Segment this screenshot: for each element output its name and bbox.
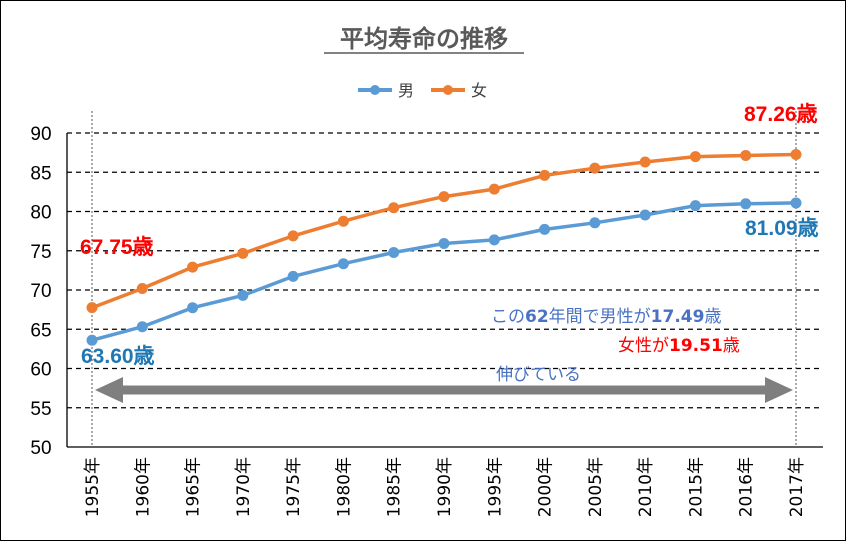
note-line-2-suffix: 歳 — [723, 336, 740, 356]
x-tick-label: 2016年 — [737, 457, 757, 517]
data-point-male — [639, 209, 651, 221]
y-tick-80: 80 — [30, 203, 51, 224]
x-tick-label: 2005年 — [586, 457, 606, 517]
data-point-female — [689, 151, 701, 163]
male-end-label: 81.09歳 — [745, 217, 819, 240]
x-tick-label: 2017年 — [787, 457, 807, 517]
data-point-female — [388, 202, 400, 214]
data-point-female — [740, 149, 752, 161]
data-point-male — [589, 217, 601, 229]
data-point-female — [237, 247, 249, 259]
y-tick-70: 70 — [30, 281, 51, 302]
y-tick-90: 90 — [30, 124, 51, 145]
x-tick-label: 1955年 — [83, 457, 103, 517]
y-tick-60: 60 — [30, 360, 51, 381]
data-point-male — [488, 234, 500, 246]
note-line-1-male-gain: 17.49 — [651, 307, 705, 327]
x-tick-label: 2000年 — [536, 457, 556, 517]
y-tick-55: 55 — [30, 399, 51, 420]
data-point-female — [639, 156, 651, 168]
legend-label-female: 女 — [471, 81, 487, 100]
gridlines — [67, 132, 823, 409]
x-tick-label: 1995年 — [485, 457, 505, 517]
x-tick-labels: 1955年 1960年 1965年 1970年 1975年 1980年 1985年 1990年… — [83, 457, 807, 517]
data-point-male — [337, 258, 349, 270]
note-line-1-years: 62 — [525, 307, 549, 327]
female-start-label: 67.75歳 — [80, 236, 154, 259]
data-point-female — [589, 162, 601, 174]
legend-label-male: 男 — [398, 81, 414, 100]
data-point-female — [539, 169, 551, 181]
data-point-male — [740, 198, 752, 210]
x-tick-label: 2010年 — [636, 457, 656, 517]
data-point-male — [237, 289, 249, 301]
x-tick-label: 2015年 — [686, 457, 706, 517]
series-lines — [86, 149, 802, 346]
legend: 男 女 — [358, 81, 487, 100]
span-arrow-left-head — [95, 377, 123, 403]
data-point-female — [488, 183, 500, 195]
y-tick-65: 65 — [30, 320, 51, 341]
note-line-2-female-gain: 19.51 — [669, 336, 723, 356]
data-point-male — [539, 223, 551, 235]
legend-marker-male — [370, 85, 380, 95]
data-point-male — [136, 321, 148, 333]
chart-title: 平均寿命の推移 — [340, 25, 508, 53]
note-line-3: 伸びている — [496, 365, 581, 385]
legend-marker-female — [443, 85, 453, 95]
male-start-label: 63.60歳 — [81, 345, 155, 368]
span-arrow — [95, 377, 793, 403]
x-tick-label: 1980年 — [334, 457, 354, 517]
y-tick-labels: 50 55 60 65 70 75 80 85 90 — [30, 124, 51, 459]
data-point-female — [86, 302, 98, 314]
data-point-female — [287, 230, 299, 242]
note-line-2-prefix: 女性が — [618, 336, 669, 356]
data-point-male — [790, 197, 802, 209]
note-line-1-mid: 年間で男性が — [549, 307, 651, 327]
data-point-female — [438, 191, 450, 203]
y-tick-50: 50 — [30, 438, 51, 459]
x-tick-label: 1990年 — [435, 457, 455, 517]
y-tick-75: 75 — [30, 242, 51, 263]
x-tick-label: 1965年 — [184, 457, 204, 517]
note-line-1-suffix: 歳 — [704, 307, 721, 327]
data-point-male — [287, 270, 299, 282]
legend-item-female: 女 — [431, 81, 487, 100]
data-point-male — [438, 238, 450, 250]
x-tick-label: 1960年 — [133, 457, 153, 517]
female-end-label: 87.26歳 — [744, 103, 818, 126]
x-tick-label: 1970年 — [234, 457, 254, 517]
data-point-female — [790, 149, 802, 161]
data-point-male — [187, 302, 199, 314]
x-tick-label: 1985年 — [385, 457, 405, 517]
x-tick-label: 1975年 — [284, 457, 304, 517]
note-line-1-prefix: この — [491, 307, 525, 327]
series-line-female — [91, 152, 797, 310]
span-arrow-right-head — [765, 377, 793, 403]
data-point-female — [187, 261, 199, 273]
data-point-male — [86, 334, 98, 346]
data-point-female — [337, 215, 349, 227]
data-point-male — [388, 246, 400, 258]
note-line-1: この62年間で男性が17.49歳 — [491, 307, 721, 327]
legend-item-male: 男 — [358, 81, 414, 100]
y-tick-85: 85 — [30, 163, 51, 184]
data-point-male — [689, 200, 701, 212]
data-point-female — [136, 283, 148, 295]
note-line-2: 女性が19.51歳 — [618, 336, 740, 356]
